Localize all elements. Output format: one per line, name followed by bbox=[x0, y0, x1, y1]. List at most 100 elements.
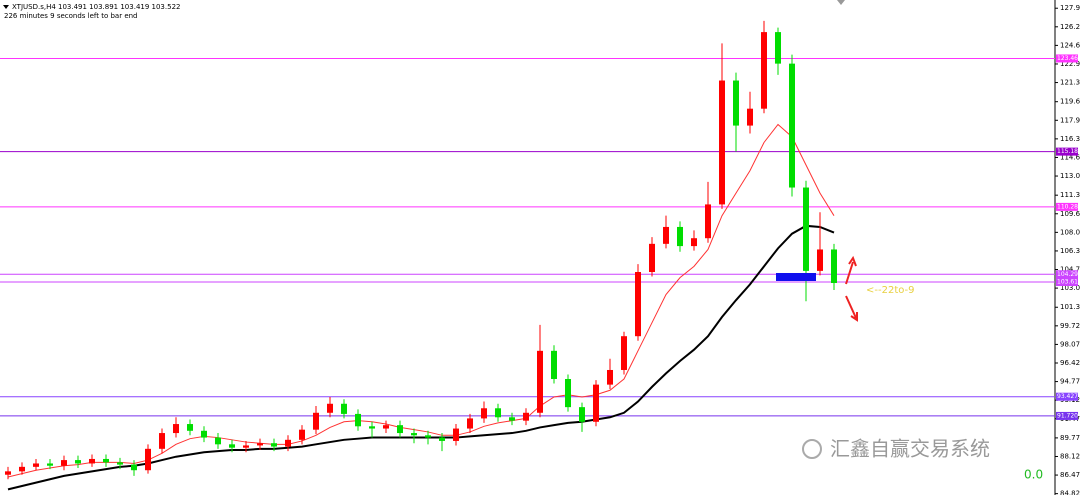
candle-body bbox=[117, 462, 123, 465]
candle-body bbox=[5, 471, 11, 475]
candle-body bbox=[75, 460, 81, 464]
level-label: 123.460 bbox=[1057, 55, 1080, 62]
candle-body bbox=[383, 425, 389, 429]
level-label: 110.281 bbox=[1057, 203, 1080, 210]
candle-body bbox=[593, 384, 599, 422]
y-tick-label: 86.470 bbox=[1060, 471, 1080, 479]
watermark: 汇鑫自赢交易系统 bbox=[830, 437, 990, 461]
y-tick-label: 124.620 bbox=[1060, 41, 1080, 49]
candle-body bbox=[355, 413, 361, 427]
candle-body bbox=[173, 424, 179, 434]
candle-body bbox=[19, 466, 25, 472]
candle-body bbox=[775, 32, 781, 64]
candle-body bbox=[537, 350, 543, 413]
candle-body bbox=[705, 204, 711, 239]
candle-body bbox=[341, 403, 347, 414]
y-tick-label: 109.670 bbox=[1060, 210, 1080, 218]
candle-body bbox=[733, 80, 739, 126]
candle-body bbox=[369, 426, 375, 429]
y-tick-label: 121.320 bbox=[1060, 79, 1080, 87]
candle-body bbox=[649, 243, 655, 272]
level-tag bbox=[1056, 202, 1078, 211]
y-tick-label: 117.970 bbox=[1060, 116, 1080, 124]
y-tick-label: 89.770 bbox=[1060, 434, 1080, 442]
menu-arrow bbox=[3, 5, 9, 9]
candle-body bbox=[495, 408, 501, 418]
bar-timer: 226 minutes 9 seconds left to bar end bbox=[4, 12, 138, 20]
y-tick-label: 98.070 bbox=[1060, 340, 1080, 348]
candle-body bbox=[635, 271, 641, 337]
candle-body bbox=[313, 412, 319, 430]
candle-body bbox=[187, 424, 193, 431]
candle-body bbox=[145, 448, 151, 471]
candle-body bbox=[299, 429, 305, 440]
shift-marker bbox=[837, 0, 845, 5]
y-tick-label: 84.820 bbox=[1060, 490, 1080, 495]
arrow-up bbox=[845, 255, 857, 285]
candle-body bbox=[243, 445, 249, 448]
candle-body bbox=[761, 32, 767, 109]
candle-body bbox=[201, 430, 207, 438]
candle-body bbox=[285, 439, 291, 447]
y-tick-label: 104.720 bbox=[1060, 266, 1080, 274]
level-label: 103.611 bbox=[1057, 279, 1080, 286]
y-tick-label: 114.670 bbox=[1060, 153, 1080, 161]
candle-body bbox=[803, 187, 809, 271]
candle-body bbox=[89, 458, 95, 464]
candle-body bbox=[467, 418, 473, 429]
indicator-value: 0.0 bbox=[1024, 468, 1043, 482]
candle-body bbox=[523, 412, 529, 421]
candle-body bbox=[831, 249, 837, 284]
y-tick-label: 108.020 bbox=[1060, 228, 1080, 236]
level-label: 104.297 bbox=[1057, 271, 1080, 278]
plot-area: 127.920 126.270 124.620 122.970 121.320 119.6… bbox=[0, 4, 1080, 495]
candle-body bbox=[565, 378, 571, 408]
logo bbox=[802, 439, 822, 459]
y-tick-label: 126.270 bbox=[1060, 23, 1080, 31]
candle-body bbox=[691, 238, 697, 247]
candle-body bbox=[411, 433, 417, 436]
candle-body bbox=[33, 463, 39, 467]
candle-body bbox=[509, 417, 515, 421]
y-tick-label: 116.320 bbox=[1060, 135, 1080, 143]
candle-body bbox=[425, 435, 431, 438]
candle-body bbox=[271, 443, 277, 447]
zone-box bbox=[776, 273, 816, 281]
y-tick-label: 96.420 bbox=[1060, 359, 1080, 367]
level-label: 91.720 bbox=[1057, 412, 1078, 419]
candle-body bbox=[551, 350, 557, 379]
candle-body bbox=[103, 458, 109, 463]
candle-body bbox=[607, 369, 613, 385]
candle-body bbox=[453, 428, 459, 441]
level-tag bbox=[1056, 411, 1078, 420]
y-tick-label: 119.620 bbox=[1060, 98, 1080, 106]
y-tick-label: 101.370 bbox=[1060, 303, 1080, 311]
y-tick-label: 127.920 bbox=[1060, 4, 1080, 12]
candle-body bbox=[439, 437, 445, 441]
level-label: 93.427 bbox=[1057, 393, 1078, 400]
y-tick-label: 111.320 bbox=[1060, 191, 1080, 199]
y-tick-label: 113.020 bbox=[1060, 172, 1080, 180]
candle-body bbox=[61, 460, 67, 466]
level-tag bbox=[1056, 54, 1078, 63]
candle-body bbox=[229, 444, 235, 448]
candle-body bbox=[397, 425, 403, 434]
candle-body bbox=[215, 437, 221, 445]
level-label: 115.188 bbox=[1057, 148, 1080, 155]
annotation: <--22to-9 bbox=[866, 285, 915, 296]
y-tick-label: 103.070 bbox=[1060, 284, 1080, 292]
arrow-down bbox=[845, 295, 858, 322]
candle-body bbox=[621, 336, 627, 370]
candle-body bbox=[257, 443, 263, 446]
level-tag bbox=[1056, 147, 1078, 156]
y-tick-label: 99.720 bbox=[1060, 322, 1080, 330]
level-tag bbox=[1056, 392, 1078, 401]
level-tag bbox=[1056, 270, 1078, 279]
candle-body bbox=[677, 226, 683, 247]
y-tick-label: 94.770 bbox=[1060, 378, 1080, 386]
y-tick-label: 88.120 bbox=[1060, 452, 1080, 460]
level-tag bbox=[1056, 278, 1078, 287]
y-tick-label: 122.970 bbox=[1060, 60, 1080, 68]
